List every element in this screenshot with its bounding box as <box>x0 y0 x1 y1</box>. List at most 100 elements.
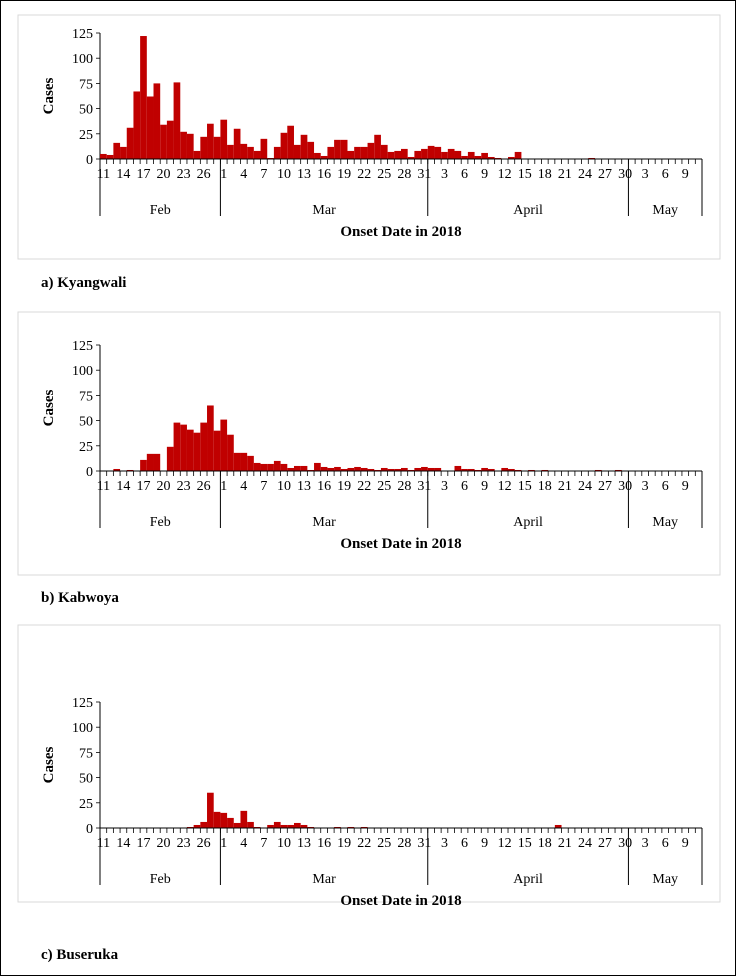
x-tick-label: 21 <box>558 479 572 494</box>
month-label: Mar <box>312 515 336 530</box>
bar <box>508 468 515 471</box>
x-tick-label: 23 <box>177 836 191 851</box>
x-tick-label: 25 <box>377 167 391 182</box>
bar <box>454 150 462 159</box>
bar <box>260 138 268 159</box>
x-tick-label: 19 <box>337 167 351 182</box>
month-label: Feb <box>150 872 171 887</box>
bar <box>367 142 375 159</box>
bar <box>347 467 355 471</box>
bar <box>293 144 301 159</box>
x-tick-label: 30 <box>618 836 632 851</box>
bar <box>554 824 562 828</box>
bar <box>427 467 435 471</box>
x-axis-label: Onset Date in 2018 <box>340 224 461 240</box>
bar <box>421 148 428 159</box>
bar <box>220 419 228 471</box>
bar <box>347 150 355 159</box>
bar <box>287 824 294 828</box>
month-label: Mar <box>312 872 336 887</box>
bar <box>260 463 268 471</box>
month-label: Mar <box>312 203 336 218</box>
month-label: April <box>513 872 543 887</box>
bar <box>387 468 395 471</box>
x-tick-label: 24 <box>578 167 592 182</box>
bar <box>207 405 214 471</box>
x-tick-label: 17 <box>136 836 150 851</box>
bar <box>588 157 595 159</box>
bar <box>414 150 422 159</box>
bar <box>467 468 475 471</box>
bar <box>434 146 442 159</box>
bar <box>200 422 208 471</box>
x-tick-label: 14 <box>116 479 130 494</box>
bar <box>180 131 187 159</box>
bar <box>153 83 161 159</box>
bar <box>461 468 468 471</box>
bar <box>354 466 361 471</box>
y-tick-label: 25 <box>79 128 93 143</box>
x-tick-label: 24 <box>578 836 592 851</box>
x-tick-label: 26 <box>197 836 211 851</box>
x-tick-label: 3 <box>441 167 448 182</box>
bar <box>153 453 161 471</box>
bar <box>427 145 435 159</box>
x-tick-label: 6 <box>662 479 669 494</box>
x-tick-label: 11 <box>97 167 110 182</box>
x-tick-label: 28 <box>397 479 411 494</box>
bar <box>434 467 442 471</box>
bar <box>314 462 321 471</box>
x-tick-label: 11 <box>97 479 110 494</box>
bar <box>247 455 254 471</box>
y-tick-label: 75 <box>79 389 93 404</box>
x-tick-label: 31 <box>417 836 431 851</box>
x-tick-label: 17 <box>136 167 150 182</box>
bar <box>487 156 495 159</box>
bar <box>300 824 308 828</box>
x-tick-label: 13 <box>297 836 311 851</box>
bar <box>120 146 127 159</box>
x-tick-label: 3 <box>642 167 649 182</box>
x-tick-label: 18 <box>538 167 552 182</box>
x-tick-label: 25 <box>377 479 391 494</box>
bar <box>360 146 368 159</box>
x-tick-label: 22 <box>357 479 371 494</box>
month-label: May <box>652 203 678 218</box>
bar <box>454 465 462 471</box>
x-tick-label: 16 <box>317 836 331 851</box>
bar <box>293 822 301 828</box>
x-tick-label: 15 <box>518 167 532 182</box>
x-tick-label: 9 <box>682 836 689 851</box>
bar <box>327 146 335 159</box>
bar <box>615 469 622 471</box>
x-tick-label: 9 <box>481 167 488 182</box>
y-axis-label: Cases <box>41 78 57 115</box>
x-tick-label: 27 <box>598 167 612 182</box>
x-tick-label: 1 <box>220 836 227 851</box>
bar <box>461 155 468 159</box>
bar <box>394 150 401 159</box>
x-tick-label: 20 <box>157 479 171 494</box>
bar <box>401 467 408 471</box>
bar <box>186 133 194 159</box>
bar <box>193 824 201 828</box>
y-tick-label: 100 <box>72 52 93 67</box>
x-tick-label: 11 <box>97 836 110 851</box>
x-tick-label: 7 <box>260 479 267 494</box>
bar <box>267 824 274 828</box>
bar <box>467 151 475 159</box>
panel-caption: c) Buseruka <box>41 947 119 963</box>
x-tick-label: 26 <box>197 479 211 494</box>
x-tick-label: 31 <box>417 167 431 182</box>
bar <box>193 150 201 159</box>
x-tick-label: 4 <box>240 479 247 494</box>
bar <box>166 446 174 471</box>
bar <box>501 467 509 471</box>
bar <box>273 460 281 471</box>
bar <box>207 123 214 159</box>
bar <box>508 156 515 159</box>
x-tick-label: 6 <box>662 836 669 851</box>
x-tick-label: 19 <box>337 479 351 494</box>
bar <box>407 156 415 159</box>
x-tick-label: 18 <box>538 836 552 851</box>
